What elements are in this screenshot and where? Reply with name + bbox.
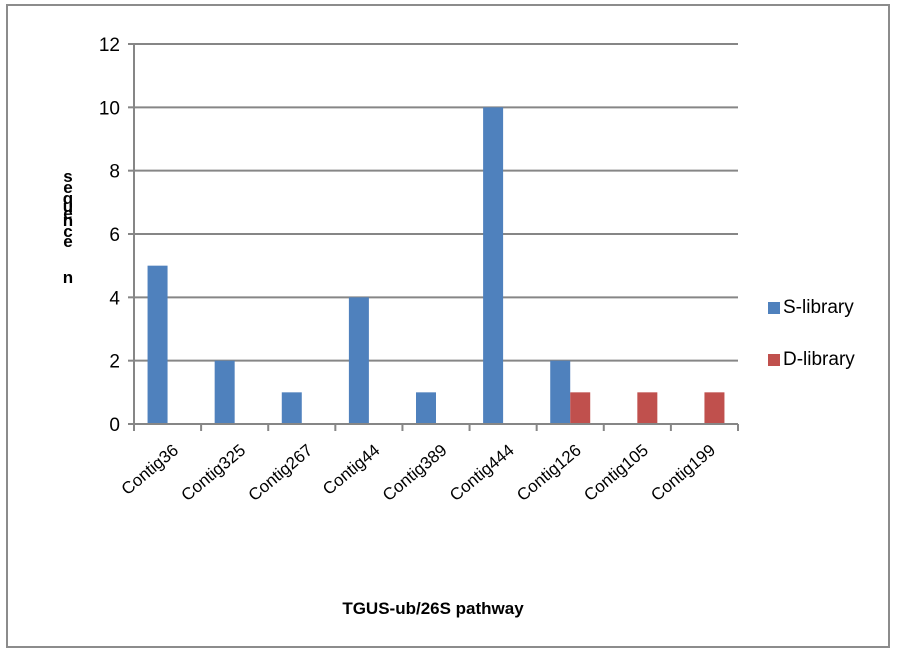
chart-frame: 0 2 4 6 8 10 12 Contig36 Contig325 Contig267 Cont… — [6, 4, 890, 648]
y-axis-title-letter: q — [63, 189, 73, 208]
x-tick-label: Contig199 — [647, 441, 719, 505]
x-axis-title: TGUS-ub/26S pathway — [342, 599, 524, 618]
y-tick-label: 0 — [109, 415, 120, 436]
y-axis-title-letter: c — [63, 222, 72, 241]
y-tick-label: 4 — [109, 288, 120, 309]
x-tick-label: Contig126 — [513, 441, 585, 505]
x-tick-label: Contig267 — [245, 441, 317, 505]
x-tick-label: Contig36 — [118, 441, 182, 499]
bar-s-library-contig389 — [416, 392, 436, 424]
bar-s-library-contig325 — [214, 360, 235, 424]
y-tick-label: 12 — [99, 35, 120, 56]
gridlines — [134, 43, 738, 362]
x-tick-label: Contig325 — [178, 441, 250, 505]
legend-label: S-library — [783, 297, 854, 318]
bar-d-library-contig105 — [637, 392, 658, 424]
bar-s-library-contig444 — [483, 107, 504, 424]
y-tick-labels: 0 2 4 6 8 10 12 — [99, 35, 121, 436]
y-axis-title-letter: e — [63, 178, 72, 197]
y-tick-label: 10 — [99, 98, 120, 119]
y-tick-label: 2 — [109, 352, 120, 373]
y-tick-label: 6 — [109, 225, 120, 246]
bar-s-library-contig267 — [281, 392, 302, 424]
y-axis-title-letter: n — [63, 211, 73, 230]
bars — [147, 107, 725, 424]
x-tick-label: Contig105 — [580, 441, 652, 505]
legend-swatch-s-library — [768, 302, 780, 314]
legend-label: D-library — [783, 349, 855, 370]
x-tick-label: Contig44 — [319, 441, 383, 499]
axes — [128, 43, 739, 431]
y-axis-title-letter: e — [63, 232, 72, 251]
x-tick-label: Contig389 — [379, 441, 451, 505]
x-tick-label: Contig444 — [446, 441, 518, 505]
legend-swatch-d-library — [768, 354, 780, 366]
y-axis-title-letter: s — [63, 167, 72, 186]
bar-s-library-contig126 — [550, 360, 571, 424]
bar-s-library-contig36 — [147, 265, 168, 424]
bar-d-library-contig126 — [570, 392, 591, 424]
bar-s-library-contig44 — [348, 297, 369, 424]
legend: S-library D-library — [768, 297, 855, 370]
y-axis-title-letter: e — [63, 204, 72, 223]
y-axis-title-letter: u — [63, 197, 73, 216]
y-axis-title-letter: n — [63, 268, 73, 287]
bar-d-library-contig199 — [704, 392, 725, 424]
y-tick-label: 8 — [109, 162, 120, 183]
